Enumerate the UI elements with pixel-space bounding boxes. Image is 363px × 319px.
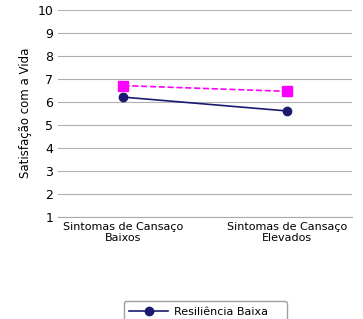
Y-axis label: Satisfação com a Vida: Satisfação com a Vida	[19, 48, 32, 178]
Legend: Resiliência Baixa, Resiliência Elevada: Resiliência Baixa, Resiliência Elevada	[124, 301, 286, 319]
